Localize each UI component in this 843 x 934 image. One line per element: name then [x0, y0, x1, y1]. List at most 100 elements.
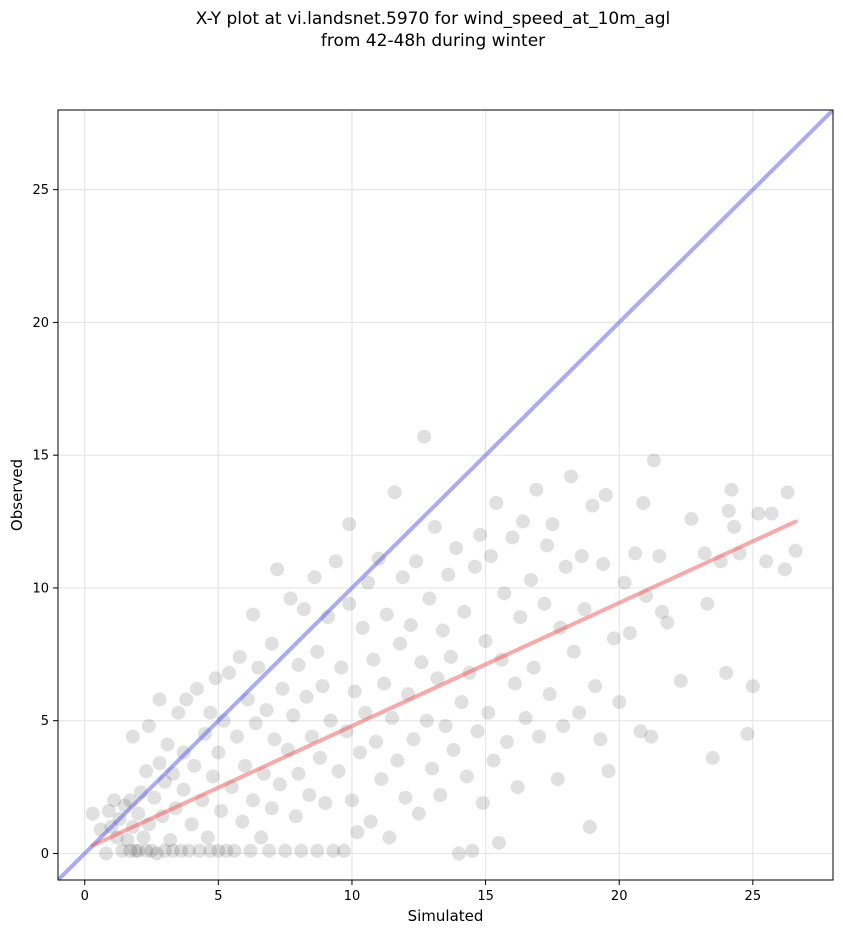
gridlines [58, 110, 833, 880]
scatter-point [181, 843, 196, 858]
x-tick-label: 15 [477, 889, 494, 904]
scatter-point [540, 538, 555, 553]
scatter-point [184, 817, 199, 832]
scatter-point [302, 788, 317, 803]
scatter-point [574, 549, 589, 564]
scatter-point [606, 631, 621, 646]
scatter-point [491, 835, 506, 850]
scatter-point [361, 575, 375, 590]
y-tick-label: 20 [32, 316, 49, 331]
scatter-point [788, 543, 803, 558]
scatter-point [705, 750, 720, 765]
scatter-point [299, 689, 314, 704]
scatter-point [136, 830, 151, 845]
scatter-point [598, 488, 613, 502]
scatter-point [366, 652, 381, 667]
scatter-point [264, 801, 279, 816]
scatter-point [481, 705, 496, 720]
scatter-point [751, 506, 766, 521]
scatter-point [435, 623, 450, 638]
scatter-point [272, 777, 287, 792]
scatter-point [395, 570, 410, 585]
scatter-point [727, 519, 742, 534]
x-axis-label: Simulated [408, 907, 484, 925]
scatter-point [206, 769, 220, 784]
scatter-point [454, 695, 469, 710]
x-tick-label: 25 [745, 889, 762, 904]
scatter-point [593, 732, 608, 747]
scatter-point [465, 843, 480, 858]
scatter-point [507, 676, 522, 691]
scatter-point [740, 726, 755, 741]
scatter-point [510, 780, 525, 795]
regression-line [90, 519, 798, 848]
scatter-point [622, 626, 637, 641]
scatter-point [278, 843, 293, 858]
scatter-point [403, 618, 418, 633]
scatter-point [219, 843, 234, 858]
scatter-point [211, 745, 226, 760]
scatter-point [208, 671, 223, 686]
scatter-point [556, 719, 571, 733]
scatter-point [139, 843, 154, 858]
scatter-point [644, 729, 659, 744]
x-tick-label: 5 [214, 889, 222, 904]
scatter-point [200, 830, 215, 845]
scatter-point [286, 708, 301, 723]
scatter-point [291, 766, 306, 781]
scatter-point [443, 649, 458, 664]
scatter-point [612, 695, 627, 710]
scatter-point [759, 554, 774, 569]
scatter-point [139, 764, 154, 779]
scatter-point [342, 517, 357, 532]
scatter-point [636, 495, 651, 510]
scatter-point [312, 750, 327, 765]
x-tick-label: 0 [81, 889, 89, 904]
scatter-point [673, 673, 688, 688]
scatter-point [379, 607, 394, 622]
scatter-point [235, 814, 250, 829]
scatter-point [192, 843, 207, 858]
scatter-point [441, 567, 456, 582]
y-tick-label: 25 [32, 183, 49, 198]
scatter-point [123, 843, 138, 858]
scatter-point [524, 572, 539, 587]
scatter-point [189, 681, 204, 696]
scatter-point [577, 602, 592, 617]
chart-title: X-Y plot at vi.landsnet.5970 for wind_sp… [195, 9, 671, 29]
scatter-point [550, 772, 565, 787]
scatter-point [425, 761, 440, 776]
y-axis-label: Observed [8, 459, 26, 531]
scatter-point [390, 753, 405, 768]
scatter-point [120, 833, 135, 848]
scatter-point [352, 745, 367, 760]
scatter-point [160, 737, 175, 752]
plot-frame [57, 109, 834, 881]
scatter-point [275, 681, 290, 696]
scatter-point [176, 782, 191, 797]
scatter-point [526, 660, 541, 675]
scatter-point [294, 843, 309, 858]
scatter-point [724, 482, 739, 497]
scatter-point [721, 503, 736, 518]
scatter-point [414, 655, 429, 670]
chart-title-block: X-Y plot at vi.landsnet.5970 for wind_sp… [0, 8, 843, 52]
scatter-point [467, 559, 482, 574]
identity-line [58, 110, 833, 880]
scatter-point [270, 562, 285, 577]
scatter-point [99, 846, 114, 861]
scatter-point [163, 833, 178, 848]
scatter-point [382, 830, 397, 845]
scatter-point [296, 602, 311, 617]
scatter-point [283, 591, 298, 606]
scatter-point [248, 716, 263, 731]
scatter-point [288, 809, 303, 824]
scatter-point [171, 705, 186, 720]
scatter-point [433, 788, 448, 803]
scatter-point [654, 604, 669, 619]
scatter-point [628, 546, 643, 561]
scatter-point [243, 843, 258, 858]
scatter-point [131, 806, 146, 821]
scatter-point [328, 554, 343, 569]
scatter-point [152, 756, 167, 771]
